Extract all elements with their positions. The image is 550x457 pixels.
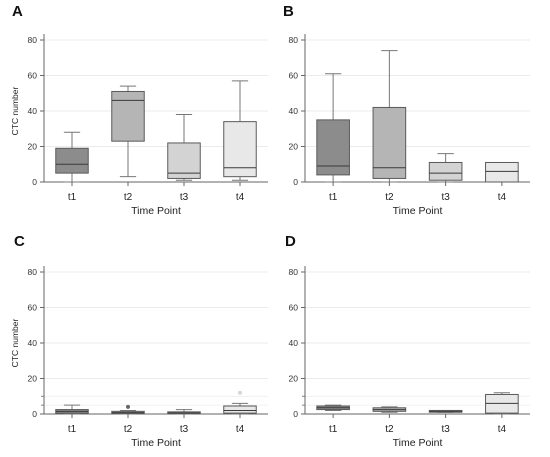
chart-panel-a: A 0 20 40 60 80 CTC number t1 t2 t3 t4 Time Point — [10, 3, 268, 217]
x-tick-label: t3 — [180, 424, 189, 435]
x-tick-label: t1 — [68, 424, 77, 435]
box-t2: t2 — [111, 85, 145, 203]
outlier-point — [238, 390, 242, 395]
box-body — [485, 161, 519, 183]
x-tick-label: t4 — [236, 192, 245, 203]
box-body — [55, 147, 89, 174]
x-tick-label: t4 — [498, 424, 507, 435]
box-t4: t4 — [485, 161, 519, 203]
y-tick-label: 60 — [28, 303, 38, 313]
y-tick-label: 20 — [289, 374, 299, 384]
x-tick-label: t4 — [498, 192, 507, 203]
panel-letter: C — [14, 233, 25, 250]
box-body — [372, 106, 407, 179]
box-t4: t4 — [223, 80, 257, 203]
y-tick-label: 60 — [28, 71, 38, 81]
box-t2: t2 — [372, 406, 407, 435]
box-t2: t2 — [372, 50, 407, 203]
box-t3: t3 — [428, 409, 463, 435]
x-axis-title: Time Point — [393, 437, 443, 449]
x-axis-title: Time Point — [393, 205, 443, 217]
box-body — [223, 121, 257, 178]
x-tick-label: t2 — [124, 192, 133, 203]
chart-panel-b: B 0 20 40 60 80 t1 t2 t3 t4 Time Point — [283, 3, 530, 217]
y-tick-label: 40 — [28, 106, 38, 116]
x-tick-label: t1 — [68, 192, 77, 203]
y-tick-label: 0 — [32, 177, 37, 187]
x-tick-label: t1 — [329, 424, 338, 435]
box-t1: t1 — [55, 131, 89, 203]
y-tick-label: 80 — [28, 35, 38, 45]
x-tick-label: t3 — [180, 192, 189, 203]
y-tick-label: 60 — [289, 71, 299, 81]
box-body — [428, 161, 463, 181]
box-t1: t1 — [316, 404, 350, 435]
y-tick-label: 20 — [28, 142, 38, 152]
box-body — [316, 119, 350, 176]
x-tick-label: t3 — [441, 424, 450, 435]
chart-panel-c: C 0 20 40 60 80 CTC number t1 t2 t3 t4 Time Point — [10, 233, 268, 449]
x-tick-label: t2 — [385, 192, 394, 203]
box-body — [223, 405, 257, 414]
x-tick-label: t4 — [236, 424, 245, 435]
x-axis-title: Time Point — [131, 437, 181, 449]
x-axis-title: Time Point — [131, 205, 181, 217]
box-t4: t4 — [485, 392, 519, 435]
panel-letter: D — [285, 233, 296, 250]
box-t3: t3 — [167, 114, 201, 203]
y-tick-label: 40 — [289, 106, 299, 116]
y-tick-label: 0 — [293, 409, 298, 419]
y-tick-label: 0 — [32, 409, 37, 419]
panel-letter: A — [12, 3, 23, 20]
y-tick-label: 20 — [28, 374, 38, 384]
box-t2: t2 — [111, 404, 145, 435]
y-tick-label: 60 — [289, 303, 299, 313]
y-tick-label: 40 — [28, 338, 38, 348]
y-tick-label: 0 — [293, 177, 298, 187]
box-t3: t3 — [428, 153, 463, 203]
box-body — [167, 142, 201, 179]
y-tick-label: 80 — [289, 35, 299, 45]
y-axis-title: CTC number — [10, 319, 20, 368]
x-tick-label: t1 — [329, 192, 338, 203]
y-tick-label: 80 — [28, 267, 38, 277]
y-axis-title: CTC number — [10, 87, 20, 136]
x-tick-label: t2 — [385, 424, 394, 435]
x-tick-label: t2 — [124, 424, 133, 435]
x-tick-label: t3 — [441, 192, 450, 203]
box-t3: t3 — [167, 409, 201, 435]
box-body — [111, 90, 145, 142]
panel-letter: B — [283, 3, 294, 20]
chart-panel-d: D 0 20 40 60 80 t1 t2 t3 t4 Time Point — [285, 233, 530, 449]
y-tick-label: 40 — [289, 338, 299, 348]
y-tick-label: 80 — [289, 267, 299, 277]
box-t1: t1 — [55, 404, 89, 435]
box-t4: t4 — [223, 390, 257, 435]
outlier-point — [126, 404, 130, 409]
box-t1: t1 — [316, 73, 350, 203]
y-tick-label: 20 — [289, 142, 299, 152]
